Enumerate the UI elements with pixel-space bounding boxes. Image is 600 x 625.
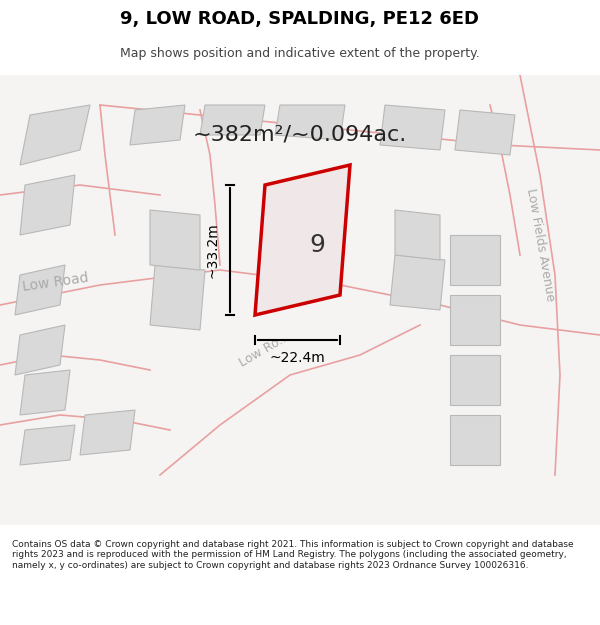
- Text: Low Road: Low Road: [21, 271, 89, 294]
- Polygon shape: [20, 425, 75, 465]
- Text: Low Fields Avenue: Low Fields Avenue: [524, 188, 556, 302]
- Polygon shape: [200, 105, 265, 135]
- Text: ~33.2m: ~33.2m: [205, 222, 219, 278]
- Polygon shape: [450, 295, 500, 345]
- Polygon shape: [455, 110, 515, 155]
- Text: 9: 9: [310, 233, 325, 257]
- Polygon shape: [450, 355, 500, 405]
- Polygon shape: [395, 210, 440, 260]
- Polygon shape: [150, 210, 200, 270]
- Polygon shape: [380, 105, 445, 150]
- Polygon shape: [15, 325, 65, 375]
- Polygon shape: [20, 370, 70, 415]
- Polygon shape: [20, 105, 90, 165]
- Polygon shape: [390, 255, 445, 310]
- Text: Contains OS data © Crown copyright and database right 2021. This information is : Contains OS data © Crown copyright and d…: [12, 540, 574, 570]
- Polygon shape: [80, 410, 135, 455]
- Text: 9, LOW ROAD, SPALDING, PE12 6ED: 9, LOW ROAD, SPALDING, PE12 6ED: [121, 10, 479, 27]
- Polygon shape: [275, 105, 345, 140]
- Polygon shape: [150, 265, 205, 330]
- Polygon shape: [15, 265, 65, 315]
- Polygon shape: [0, 75, 600, 525]
- Polygon shape: [450, 235, 500, 285]
- Polygon shape: [255, 165, 350, 315]
- Polygon shape: [450, 415, 500, 465]
- Text: Low Ro...: Low Ro...: [238, 330, 293, 370]
- Text: ~22.4m: ~22.4m: [269, 351, 325, 365]
- Text: Map shows position and indicative extent of the property.: Map shows position and indicative extent…: [120, 48, 480, 61]
- Polygon shape: [20, 175, 75, 235]
- Text: ~382m²/~0.094ac.: ~382m²/~0.094ac.: [193, 125, 407, 145]
- Polygon shape: [130, 105, 185, 145]
